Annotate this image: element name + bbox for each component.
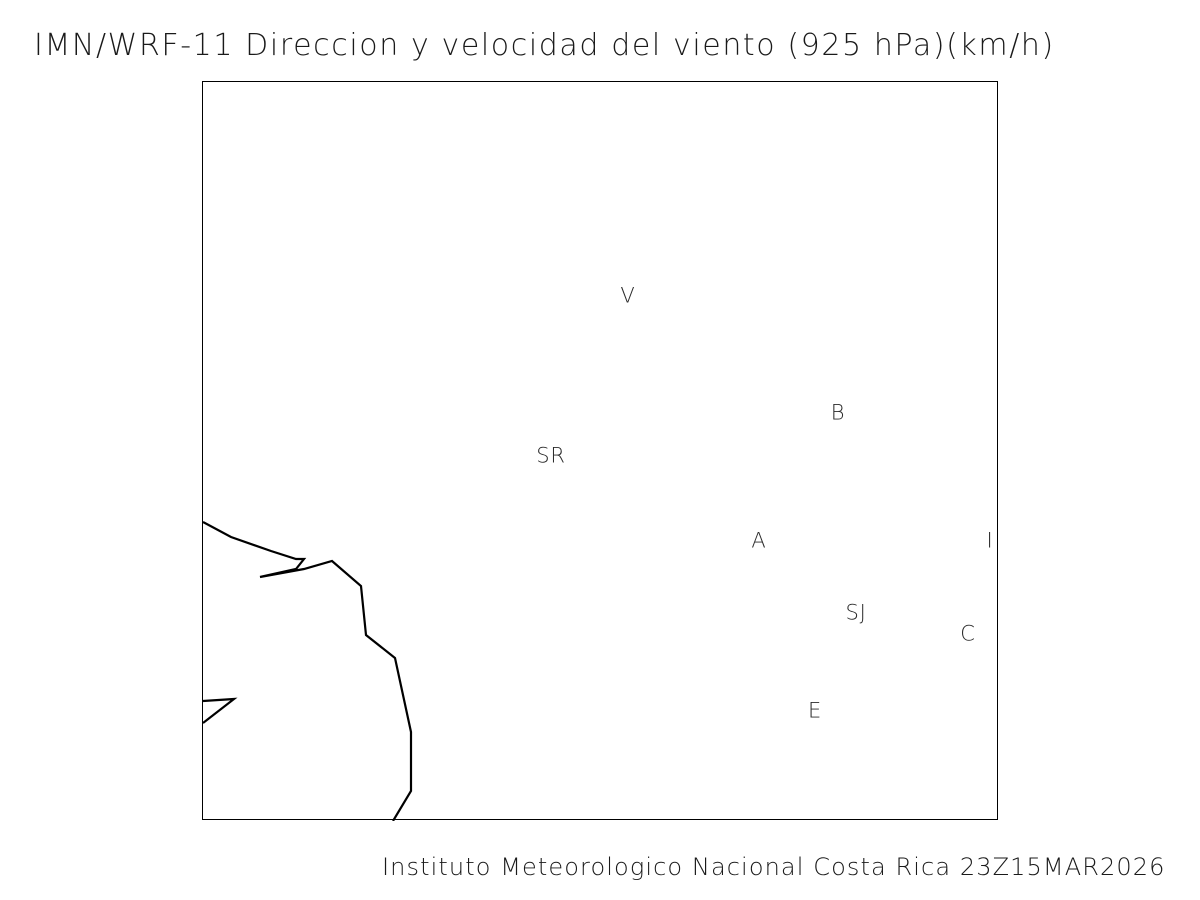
station-label-a: A: [751, 528, 767, 553]
coastline-peninsula-spit: [203, 697, 238, 724]
station-label-sj: SJ: [845, 600, 867, 625]
station-label-sr: SR: [536, 443, 566, 468]
footer-caption: Instituto Meteorologico Nacional Costa R…: [382, 853, 1166, 881]
map-panel: [202, 81, 998, 821]
station-label-c: C: [960, 621, 976, 646]
station-label-b: B: [830, 400, 846, 425]
map-coastline-layer: [203, 521, 413, 821]
coastline-pacific-coast-main: [203, 521, 413, 821]
page-title: IMN/WRF-11 Direccion y velocidad del vie…: [34, 28, 1055, 63]
station-label-i: I: [986, 528, 994, 553]
coastline-group: [203, 521, 413, 821]
station-label-v: V: [620, 283, 636, 308]
station-label-e: E: [807, 698, 823, 723]
